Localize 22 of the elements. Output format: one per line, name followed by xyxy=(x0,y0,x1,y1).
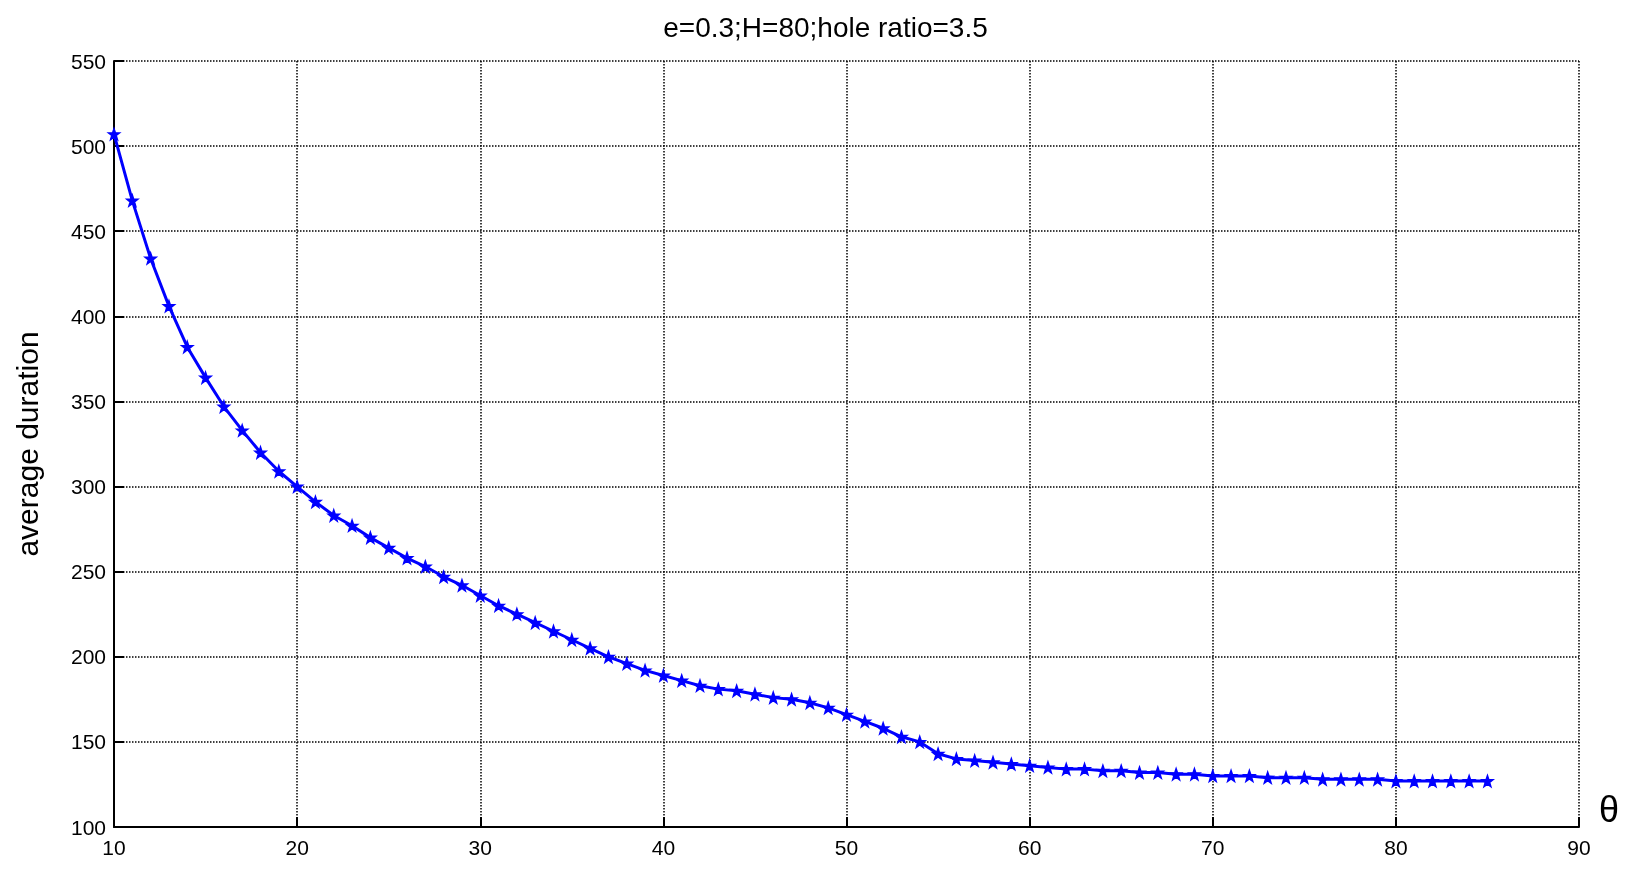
y-tick-label: 100 xyxy=(70,815,106,839)
y-tick-label: 450 xyxy=(70,219,106,243)
y-tick-label: 150 xyxy=(70,730,106,754)
y-tick-label: 500 xyxy=(70,134,106,158)
x-axis-title: θ xyxy=(1599,788,1620,830)
y-tick-label: 400 xyxy=(70,304,106,328)
x-tick-label: 70 xyxy=(1201,836,1225,859)
y-tick-label: 300 xyxy=(70,475,106,499)
x-tick-label: 20 xyxy=(285,836,309,859)
y-tick-label: 200 xyxy=(70,645,106,669)
x-tick-label: 40 xyxy=(651,836,676,859)
y-tick-label: 350 xyxy=(70,389,106,413)
x-tick-label: 80 xyxy=(1384,836,1408,859)
x-tick-label: 10 xyxy=(102,836,126,859)
y-tick-label: 250 xyxy=(70,560,106,584)
x-tick-label: 60 xyxy=(1017,836,1042,859)
x-tick-label: 50 xyxy=(834,836,859,859)
x-tick-label: 90 xyxy=(1567,836,1591,859)
y-tick-label: 550 xyxy=(70,49,106,73)
y-axis-title: average duration xyxy=(10,331,44,557)
x-tick-label: 30 xyxy=(468,836,492,859)
chart-title: e=0.3;H=80;hole ratio=3.5 xyxy=(663,11,988,43)
